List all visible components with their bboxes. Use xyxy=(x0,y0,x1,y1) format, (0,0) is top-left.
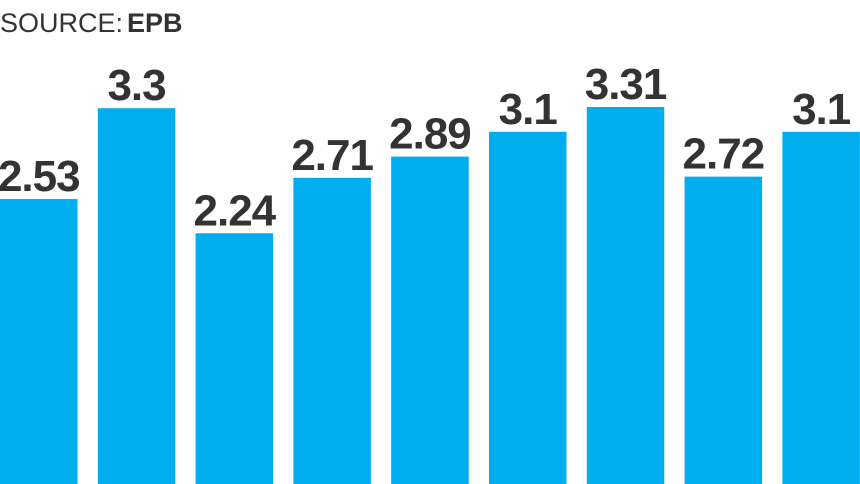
value-label: 2.89 xyxy=(389,110,471,159)
value-label: 3.1 xyxy=(792,85,851,134)
value-label: 2.24 xyxy=(194,186,277,235)
value-label: 3.3 xyxy=(107,61,165,110)
value-label: 3.31 xyxy=(585,60,667,109)
bar xyxy=(391,156,469,484)
bar xyxy=(684,176,763,484)
bar xyxy=(782,131,860,484)
value-label: 3.1 xyxy=(499,85,558,134)
bar xyxy=(489,131,567,484)
source-name: EPB xyxy=(127,8,183,38)
bar xyxy=(586,107,665,484)
bar xyxy=(195,233,274,484)
bar xyxy=(97,108,176,484)
bar xyxy=(293,177,371,484)
value-label: 2.53 xyxy=(0,152,80,201)
value-label: 2.71 xyxy=(291,131,373,180)
bar xyxy=(0,199,78,484)
value-label: 2.72 xyxy=(683,130,765,179)
source: SOURCE: EPB xyxy=(0,8,183,38)
source-label: SOURCE: xyxy=(0,8,123,38)
